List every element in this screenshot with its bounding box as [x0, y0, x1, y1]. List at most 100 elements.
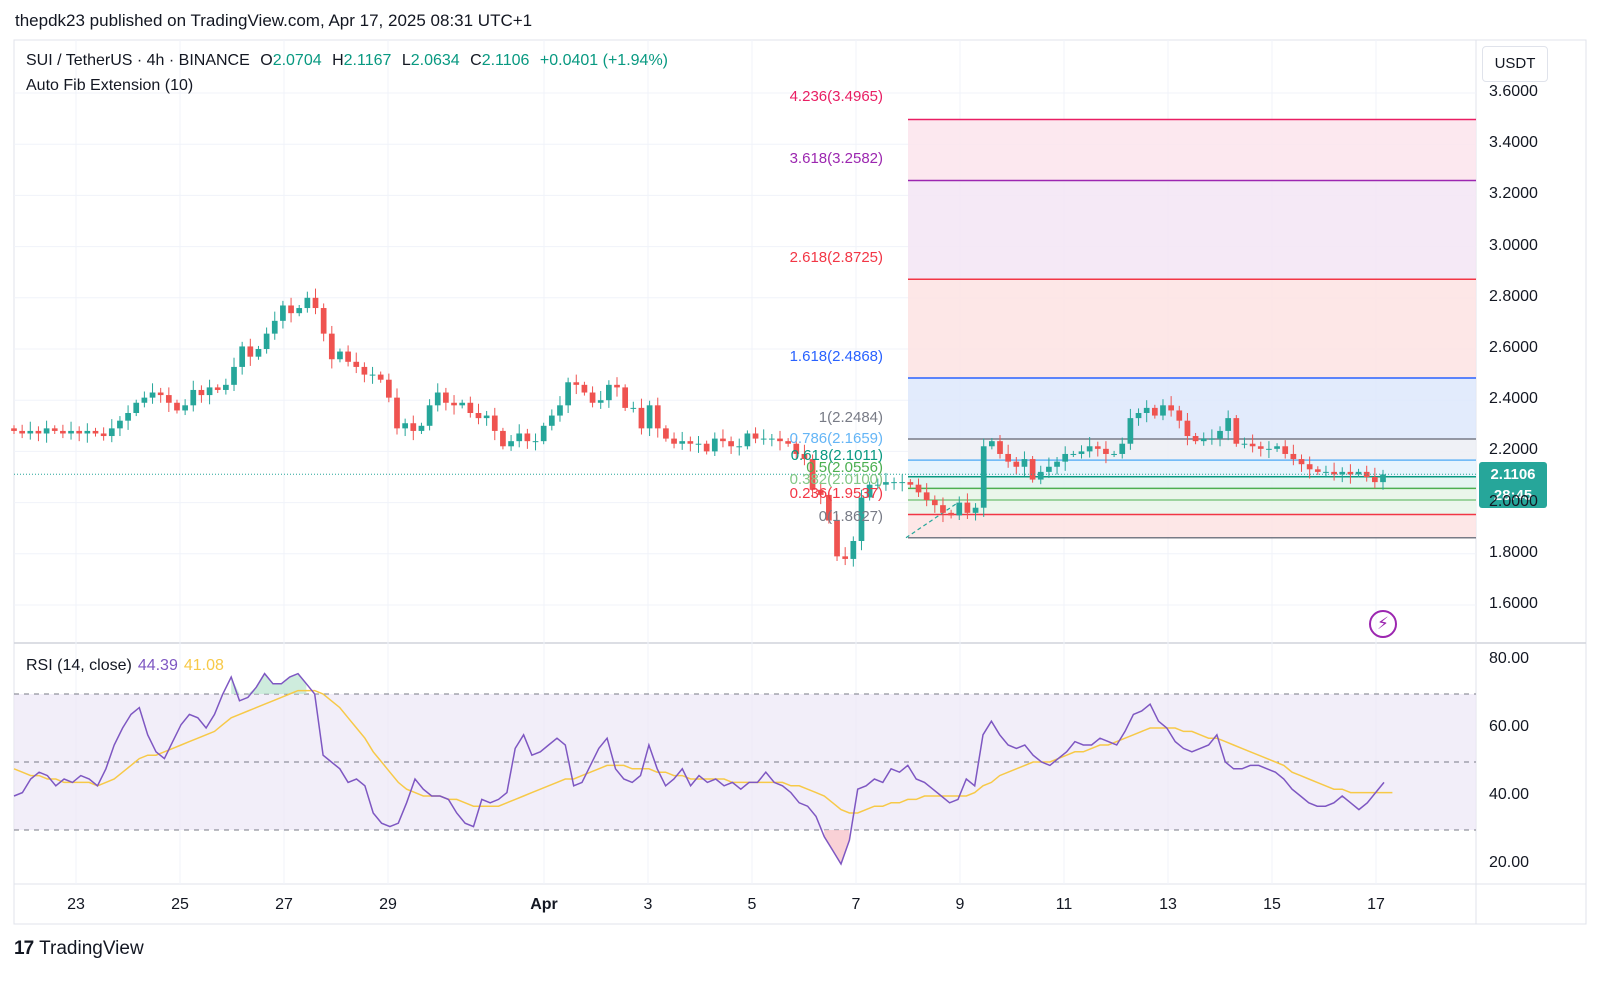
candle-body: [858, 497, 865, 541]
candle-body: [768, 438, 775, 440]
symbol-legend[interactable]: SUI / TetherUS · 4h · BINANCE O2.0704 H2…: [26, 52, 674, 70]
price-axis-label: 3.4000: [1489, 134, 1538, 152]
candle-body: [1054, 461, 1060, 467]
currency-button[interactable]: USDT: [1482, 46, 1548, 82]
price-axis-label: 2.0000: [1489, 492, 1538, 510]
candle-body: [777, 438, 783, 442]
candle-body: [1151, 407, 1158, 416]
candle-body: [516, 433, 523, 442]
candle-body: [899, 482, 906, 484]
candle-body: [418, 425, 425, 431]
candle-body: [410, 423, 417, 431]
indicator-legend[interactable]: Auto Fib Extension (10): [26, 77, 194, 94]
candle-body: [1143, 407, 1150, 413]
candle-body: [1290, 453, 1297, 460]
candle-body: [182, 405, 188, 411]
candle-body: [1005, 453, 1012, 462]
candle-body: [141, 397, 148, 403]
candle-body: [793, 443, 800, 454]
chart-frame: [13, 39, 1587, 925]
candlestick-series: [11, 288, 1476, 567]
fib-level-label: 0.5(2.0556): [806, 459, 883, 476]
candle-body: [443, 392, 449, 403]
candle-body: [296, 308, 303, 314]
fib-level-label: 1.618(2.4868): [789, 348, 883, 365]
candle-body: [43, 428, 50, 434]
candle-body: [1233, 418, 1240, 444]
candle-body: [1070, 453, 1077, 455]
candle-body: [1127, 418, 1134, 444]
candle-body: [1192, 436, 1199, 442]
time-axis-label: 9: [955, 896, 965, 913]
candle-body: [198, 389, 205, 396]
candle-body: [1184, 420, 1191, 437]
candle-body: [231, 366, 237, 385]
lightning-icon[interactable]: ⚡: [1369, 610, 1397, 638]
candle-body: [711, 438, 718, 452]
candle-body: [491, 415, 498, 431]
candle-body: [320, 308, 327, 334]
candle-body: [891, 482, 897, 484]
last-price-tag: 2.1106 28:45: [1479, 462, 1547, 508]
candle-body: [483, 415, 490, 419]
fib-level-label: 2.618(2.8725): [789, 249, 883, 266]
candle-body: [1217, 430, 1223, 439]
time-axis-label: 27: [275, 896, 293, 913]
candle-body: [426, 405, 433, 426]
candle-body: [1168, 405, 1174, 411]
candle-body: [467, 402, 474, 413]
candle-body: [19, 430, 26, 434]
price-axis-label: 2.2000: [1489, 441, 1538, 459]
candle-body: [614, 384, 620, 388]
candle-body: [581, 384, 588, 393]
candle-body: [687, 441, 694, 444]
candle-body: [402, 423, 408, 429]
low-label: L: [401, 52, 411, 69]
tradingview-logo[interactable]: 17 TradingView: [14, 938, 144, 960]
fib-zone: [908, 488, 1476, 501]
candle-body: [92, 430, 99, 434]
fib-zone: [908, 460, 1476, 477]
candle-body: [663, 428, 669, 439]
fib-trend-line: [905, 502, 959, 539]
candle-body: [117, 420, 123, 429]
candle-body: [385, 379, 392, 398]
candle-body: [744, 433, 751, 447]
candle-body: [1371, 477, 1378, 483]
candle-body: [1298, 459, 1305, 465]
rsi-line: [13, 672, 1385, 866]
bar-countdown: 28:45: [1493, 487, 1533, 504]
candle-body: [1306, 464, 1313, 470]
candle-body: [500, 430, 506, 447]
rsi-title[interactable]: RSI (14, close): [26, 657, 132, 674]
candle-body: [874, 484, 881, 486]
rsi-legend[interactable]: RSI (14, close) 44.39 41.08: [26, 657, 224, 675]
candle-body: [1274, 446, 1280, 449]
candle-body: [1209, 438, 1215, 440]
time-axis-label: 15: [1263, 896, 1281, 913]
candle-body: [606, 384, 612, 401]
rsi-oversold-fill: [824, 830, 850, 864]
price-axis-label: 3.2000: [1489, 185, 1538, 203]
candle-body: [1135, 413, 1142, 419]
candle-body: [679, 441, 686, 444]
candle-body: [956, 502, 963, 516]
candle-body: [206, 387, 213, 396]
tradingview-logo-text: TradingView: [39, 938, 144, 959]
candle-body: [84, 430, 91, 434]
candle-body: [1241, 443, 1248, 445]
candle-body: [1225, 418, 1232, 431]
candle-body: [557, 405, 563, 416]
candle-body: [720, 438, 726, 442]
rsi-axis-label: 80.00: [1489, 650, 1530, 667]
candle-body: [133, 402, 140, 413]
symbol-title[interactable]: SUI / TetherUS · 4h · BINANCE: [26, 52, 250, 69]
tradingview-logo-mark: 17: [14, 938, 34, 959]
fib-zone: [908, 377, 1476, 440]
candle-body: [834, 520, 840, 557]
price-axis-label: 2.8000: [1489, 287, 1538, 305]
candle-body: [524, 433, 531, 442]
candle-body: [35, 430, 42, 434]
candle-body: [630, 407, 637, 409]
